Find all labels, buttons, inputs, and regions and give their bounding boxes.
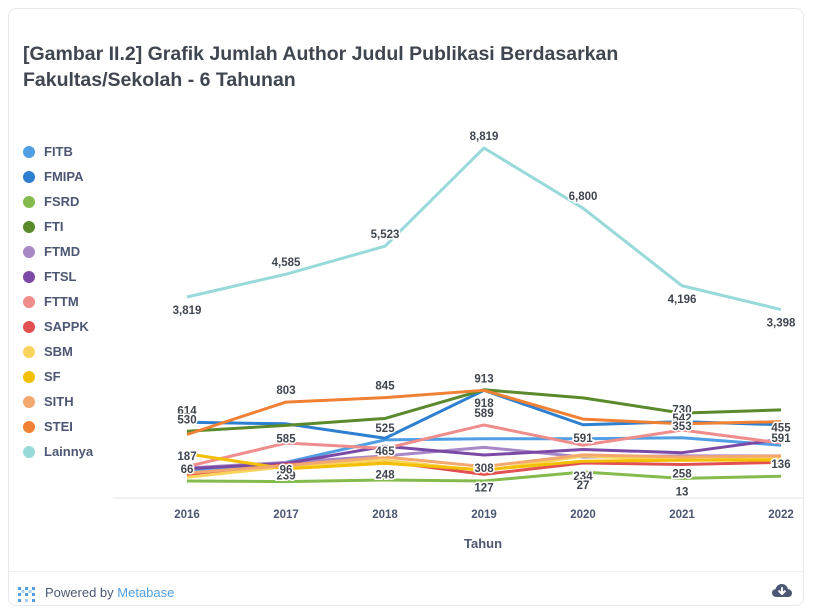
data-label: 353 xyxy=(672,421,691,433)
legend-swatch xyxy=(23,345,35,358)
legend-label: FTMD xyxy=(44,244,81,259)
legend-label: FTI xyxy=(44,219,64,234)
legend-item[interactable]: FSRD xyxy=(23,189,93,214)
data-label: 542 xyxy=(672,413,691,425)
data-label: 8,819 xyxy=(470,131,499,143)
legend-label: FTSL xyxy=(44,269,77,284)
series-line-lainnya[interactable] xyxy=(186,146,782,311)
legend-item[interactable]: STEI xyxy=(23,414,93,439)
cloud-download-icon[interactable] xyxy=(771,582,793,600)
metabase-logo-icon xyxy=(18,587,35,602)
series-line-fsrd[interactable] xyxy=(186,470,782,484)
powered-by-text: Powered by Metabase xyxy=(45,585,174,600)
data-label: 234 xyxy=(573,471,593,483)
legend-label: SAPPK xyxy=(44,319,89,334)
chart-title: [Gambar II.2] Grafik Jumlah Author Judul… xyxy=(23,43,619,91)
data-label: 4,196 xyxy=(668,294,697,306)
legend-label: FSRD xyxy=(44,194,80,209)
legend-item[interactable]: FTI xyxy=(23,214,93,239)
data-label: 614 xyxy=(177,405,197,417)
legend-item[interactable]: SITH xyxy=(23,389,93,414)
data-label: 96 xyxy=(280,465,293,477)
legend-label: FMIPA xyxy=(44,169,84,184)
legend-item[interactable]: FTMD xyxy=(23,239,93,264)
data-label: 66 xyxy=(181,464,194,476)
legend-swatch xyxy=(23,195,35,208)
legend-swatch xyxy=(23,420,35,433)
x-tick-label: 2019 xyxy=(471,509,497,521)
legend-label: SITH xyxy=(44,394,74,409)
footer: Powered by Metabase xyxy=(9,571,803,608)
x-axis-title: Tahun xyxy=(464,536,502,551)
data-label: 127 xyxy=(474,482,493,494)
legend-label: STEI xyxy=(44,419,73,434)
x-tick-label: 2022 xyxy=(768,509,794,521)
x-tick-label: 2017 xyxy=(273,509,299,521)
legend-swatch xyxy=(23,270,35,283)
data-label: 525 xyxy=(375,423,395,435)
data-label: 13 xyxy=(676,486,689,498)
data-label: 803 xyxy=(276,385,295,397)
legend-item[interactable]: FMIPA xyxy=(23,164,93,189)
series-line-fttm[interactable] xyxy=(186,423,782,469)
data-label: 4,585 xyxy=(272,257,301,269)
legend-swatch xyxy=(23,320,35,333)
legend-item[interactable]: FTTM xyxy=(23,289,93,314)
powered-by-prefix: Powered by xyxy=(45,585,114,600)
data-label: 187 xyxy=(177,451,196,463)
legend: FITB FMIPA FSRD FTI FTMD FTSL FTTM SAPPK SBM SF SI… xyxy=(23,139,93,464)
data-label: 308 xyxy=(474,463,494,475)
data-label: 5,523 xyxy=(371,229,400,241)
legend-swatch xyxy=(23,395,35,408)
data-label: 730 xyxy=(672,405,691,417)
data-label: 465 xyxy=(375,446,395,458)
legend-label: SF xyxy=(44,369,61,384)
x-tick-label: 2021 xyxy=(669,509,695,521)
data-label: 6,800 xyxy=(569,191,598,203)
x-tick-label: 2020 xyxy=(570,509,596,521)
legend-swatch xyxy=(23,145,35,158)
legend-swatch xyxy=(23,170,35,183)
legend-swatch xyxy=(23,370,35,383)
data-label: 591 xyxy=(771,433,791,445)
data-label: 455 xyxy=(771,422,791,434)
data-label: 3,819 xyxy=(173,305,202,317)
legend-label: SBM xyxy=(44,344,73,359)
data-label: 136 xyxy=(771,459,790,471)
data-label: 585 xyxy=(276,433,296,445)
legend-label: FITB xyxy=(44,144,73,159)
legend-item[interactable]: SAPPK xyxy=(23,314,93,339)
legend-swatch xyxy=(23,220,35,233)
data-label: 239 xyxy=(276,470,295,482)
data-label: 3,398 xyxy=(767,318,796,330)
metabase-link[interactable]: Metabase xyxy=(117,585,175,600)
data-label: 27 xyxy=(577,480,590,492)
data-label: 845 xyxy=(375,381,395,393)
series-line-sf[interactable] xyxy=(186,452,781,472)
x-tick-label: 2016 xyxy=(174,509,200,521)
legend-label: Lainnya xyxy=(44,444,94,459)
legend-item[interactable]: FTSL xyxy=(23,264,93,289)
data-label: 913 xyxy=(474,373,493,385)
data-label: 918 xyxy=(474,398,494,410)
chart-card: [Gambar II.2] Grafik Jumlah Author Judul… xyxy=(8,8,804,606)
legend-swatch xyxy=(23,445,35,458)
data-label: 589 xyxy=(474,408,493,420)
data-label: 258 xyxy=(672,468,692,480)
data-label: 591 xyxy=(573,433,593,445)
legend-swatch xyxy=(23,245,35,258)
series-line-stei[interactable] xyxy=(186,388,782,436)
legend-swatch xyxy=(23,295,35,308)
legend-item[interactable]: Lainnya xyxy=(23,439,93,464)
data-label: 248 xyxy=(375,469,395,481)
legend-item[interactable]: SBM xyxy=(23,339,93,364)
legend-item[interactable]: FITB xyxy=(23,139,93,164)
x-tick-label: 2018 xyxy=(372,509,398,521)
data-label: 530 xyxy=(177,414,196,426)
legend-label: FTTM xyxy=(44,294,79,309)
series-line-sith[interactable] xyxy=(186,453,782,475)
legend-item[interactable]: SF xyxy=(23,364,93,389)
